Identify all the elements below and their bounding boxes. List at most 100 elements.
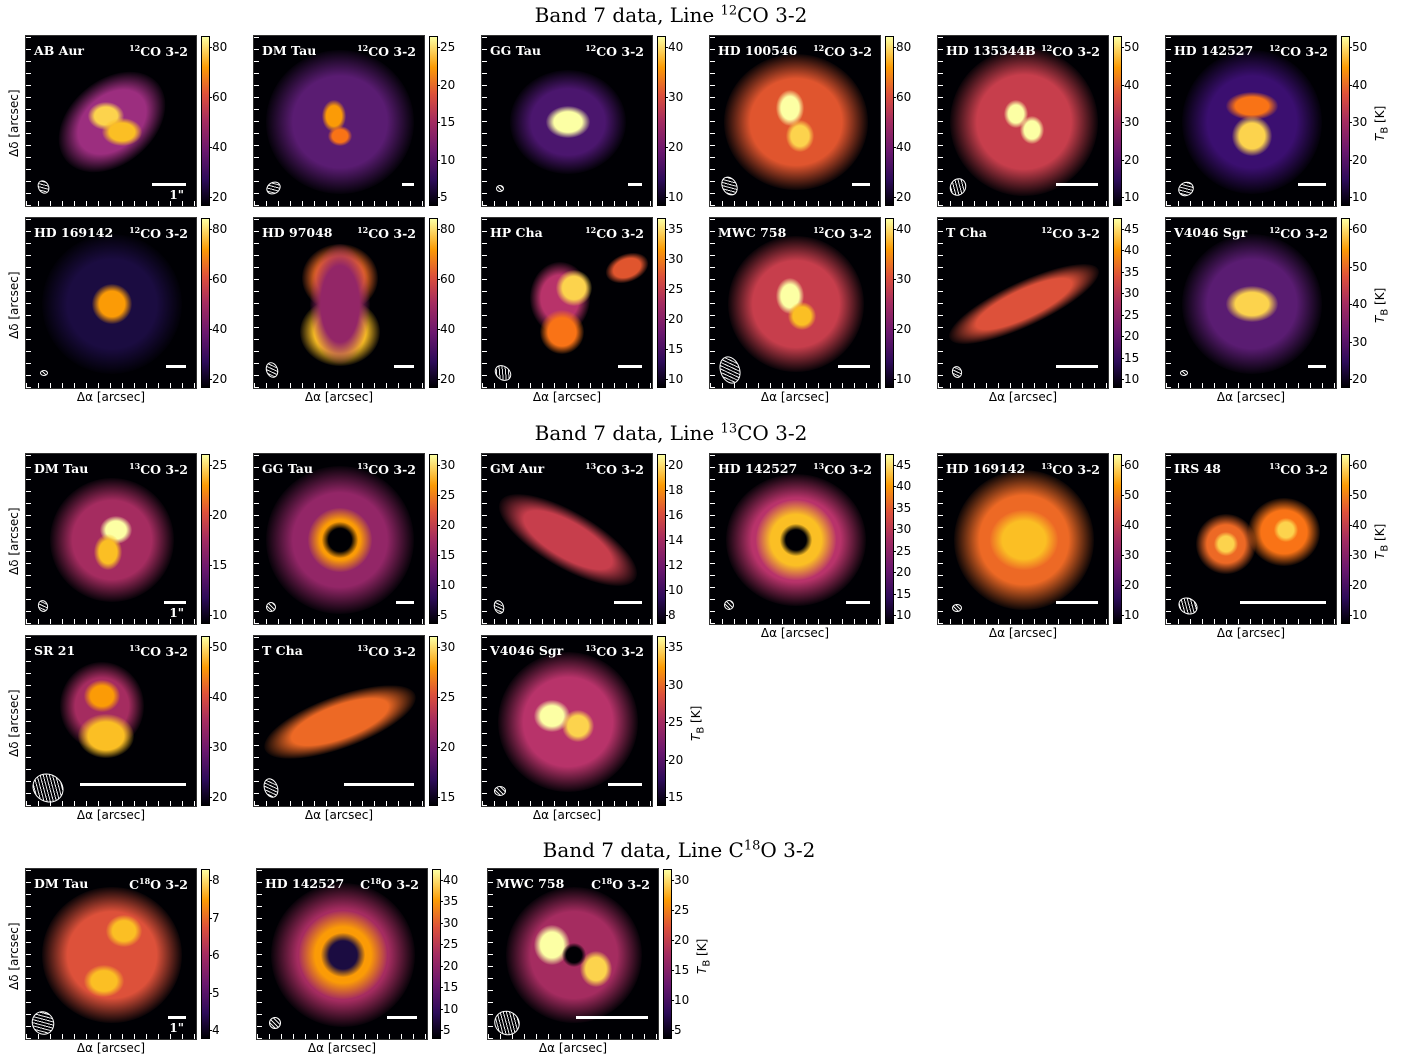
colorbar-tick-label: 20: [1120, 152, 1140, 167]
y-ticks: [257, 869, 262, 1039]
x-axis-label: Δα [arcsec]: [532, 808, 602, 822]
colorbar-tick-label: 15: [436, 115, 456, 129]
colorbar-tick-label: 20: [1120, 329, 1140, 344]
colorbar-tick-label: 20: [664, 312, 684, 326]
colorbar-tick-label: 50: [1348, 40, 1368, 54]
map-panel-2: DM Tau 12CO 3-2: [253, 35, 425, 207]
colorbar-tick-label: 20: [664, 140, 684, 154]
source-label: AB Aur: [34, 43, 84, 58]
colorbar: 30 25 20 15: [429, 636, 455, 806]
source-label: DM Tau: [34, 876, 89, 891]
colorbar-tick-label: 10: [1120, 608, 1140, 622]
emission-blob: [84, 680, 120, 712]
y-ticks: [254, 636, 259, 806]
beam-ellipse: [1175, 594, 1201, 618]
map-panel-10: MWC 758 12CO 3-2: [709, 217, 881, 389]
x-ticks: [938, 383, 1108, 388]
beam-ellipse: [1175, 178, 1197, 200]
beam-ellipse: [724, 600, 734, 610]
y-ticks: [482, 218, 487, 388]
x-axis-label: Δα [arcsec]: [988, 390, 1058, 404]
colorbar-tick-label: 20: [208, 790, 228, 804]
colorbar: 45 40 35 30 25 20 15 10: [885, 454, 911, 624]
x-ticks: [26, 1034, 196, 1039]
emission-blob: [42, 887, 182, 1023]
colorbar: 30 25 20 15 10 5: [429, 454, 455, 624]
emission-blob: [940, 249, 1108, 359]
beam-ellipse: [946, 175, 970, 199]
colorbar-tick-label: 25: [892, 543, 912, 558]
scale-bar: [402, 183, 414, 186]
emission-blob: [546, 106, 590, 138]
map-panel-23: HD 142527 C18O 3-2: [256, 868, 428, 1040]
y-ticks: [710, 218, 715, 388]
x-ticks: [26, 619, 196, 624]
colorbar-axis-label: TB [K]: [1373, 287, 1391, 323]
source-label: V4046 Sgr: [490, 643, 564, 658]
x-axis-label: Δα [arcsec]: [760, 390, 830, 404]
map-panel-16: HD 142527 13CO 3-2: [709, 453, 881, 625]
scale-bar: [394, 365, 414, 368]
source-label: HD 169142: [946, 461, 1026, 476]
y-ticks: [938, 218, 943, 388]
x-axis-label: Δα [arcsec]: [304, 390, 374, 404]
colorbar-tick-label: 12: [664, 558, 684, 572]
colorbar-tick-label: 15: [1120, 350, 1140, 365]
colorbar-tick-label: 30: [664, 252, 684, 266]
line-label: 12CO 3-2: [1041, 43, 1100, 60]
colorbar-tick-label: 25: [670, 903, 690, 917]
line-label: 13CO 3-2: [129, 461, 188, 478]
beam-ellipse: [264, 179, 283, 197]
colorbar-tick-label: 20: [1348, 372, 1368, 386]
colorbar-tick-label: 30: [670, 873, 690, 887]
colorbar-tick-label: 15: [664, 342, 684, 356]
colorbar-tick-label: 10: [892, 608, 912, 622]
source-label: HD 142527: [718, 461, 798, 476]
scale-bar: [608, 783, 642, 786]
emission-blob: [328, 126, 352, 146]
emission-blob: [84, 965, 124, 997]
colorbar-tick-label: 10: [664, 372, 684, 386]
x-ticks: [710, 201, 880, 206]
colorbar-tick-label: 15: [664, 790, 684, 804]
y-ticks: [254, 36, 259, 206]
y-axis-label: Δδ [arcsec]: [7, 271, 21, 339]
colorbar: 60 50 40 30 20 10: [1341, 454, 1367, 624]
scale-bar: [846, 601, 870, 604]
colorbar-tick-label: 40: [1120, 77, 1140, 92]
line-label: 12CO 3-2: [1269, 43, 1328, 60]
line-label: 12CO 3-2: [1269, 225, 1328, 242]
map-panel-1: AB Aur 12CO 3-2 1": [25, 35, 197, 207]
colorbar-tick-label: 25: [664, 282, 684, 296]
section-title-c18o: Band 7 data, Line C18O 3-2: [542, 838, 816, 862]
emission-blob: [562, 710, 594, 742]
line-label: 12CO 3-2: [585, 225, 644, 242]
beam-ellipse: [491, 598, 507, 616]
y-ticks: [938, 454, 943, 624]
colorbar: 20 18 16 14 12 10 8: [657, 454, 683, 624]
beam-ellipse: [494, 786, 506, 796]
colorbar-tick-label: 20: [436, 77, 456, 92]
colorbar-tick-label: 30: [892, 522, 912, 537]
y-ticks: [254, 218, 259, 388]
colorbar-tick-label: 15: [208, 558, 228, 572]
map-panel-22: DM Tau C18O 3-2 1": [25, 868, 197, 1040]
x-axis-label: Δα [arcsec]: [538, 1041, 608, 1055]
colorbar-tick-label: 5: [209, 985, 220, 1000]
colorbar-tick-label: 50: [1120, 40, 1140, 54]
scale-bar: [344, 783, 414, 786]
line-label: 12CO 3-2: [585, 43, 644, 60]
colorbar-tick-label: 40: [892, 222, 912, 236]
colorbar-tick-label: 15: [439, 980, 459, 995]
colorbar: 25 20 15 10: [201, 454, 227, 624]
colorbar-tick-label: 20: [436, 372, 456, 386]
line-label: 13CO 3-2: [357, 461, 416, 478]
colorbar-tick-label: 5: [437, 608, 448, 622]
colorbar-tick-label: 60: [1348, 458, 1368, 472]
emission-blob: [106, 915, 142, 947]
map-panel-9: HP Cha 12CO 3-2: [481, 217, 653, 389]
colorbar: 40 35 30 25 20 15 10 5: [432, 869, 458, 1039]
source-label: HD 142527: [265, 876, 345, 891]
colorbar-tick-label: 50: [1120, 488, 1140, 502]
source-label: GG Tau: [262, 461, 313, 476]
